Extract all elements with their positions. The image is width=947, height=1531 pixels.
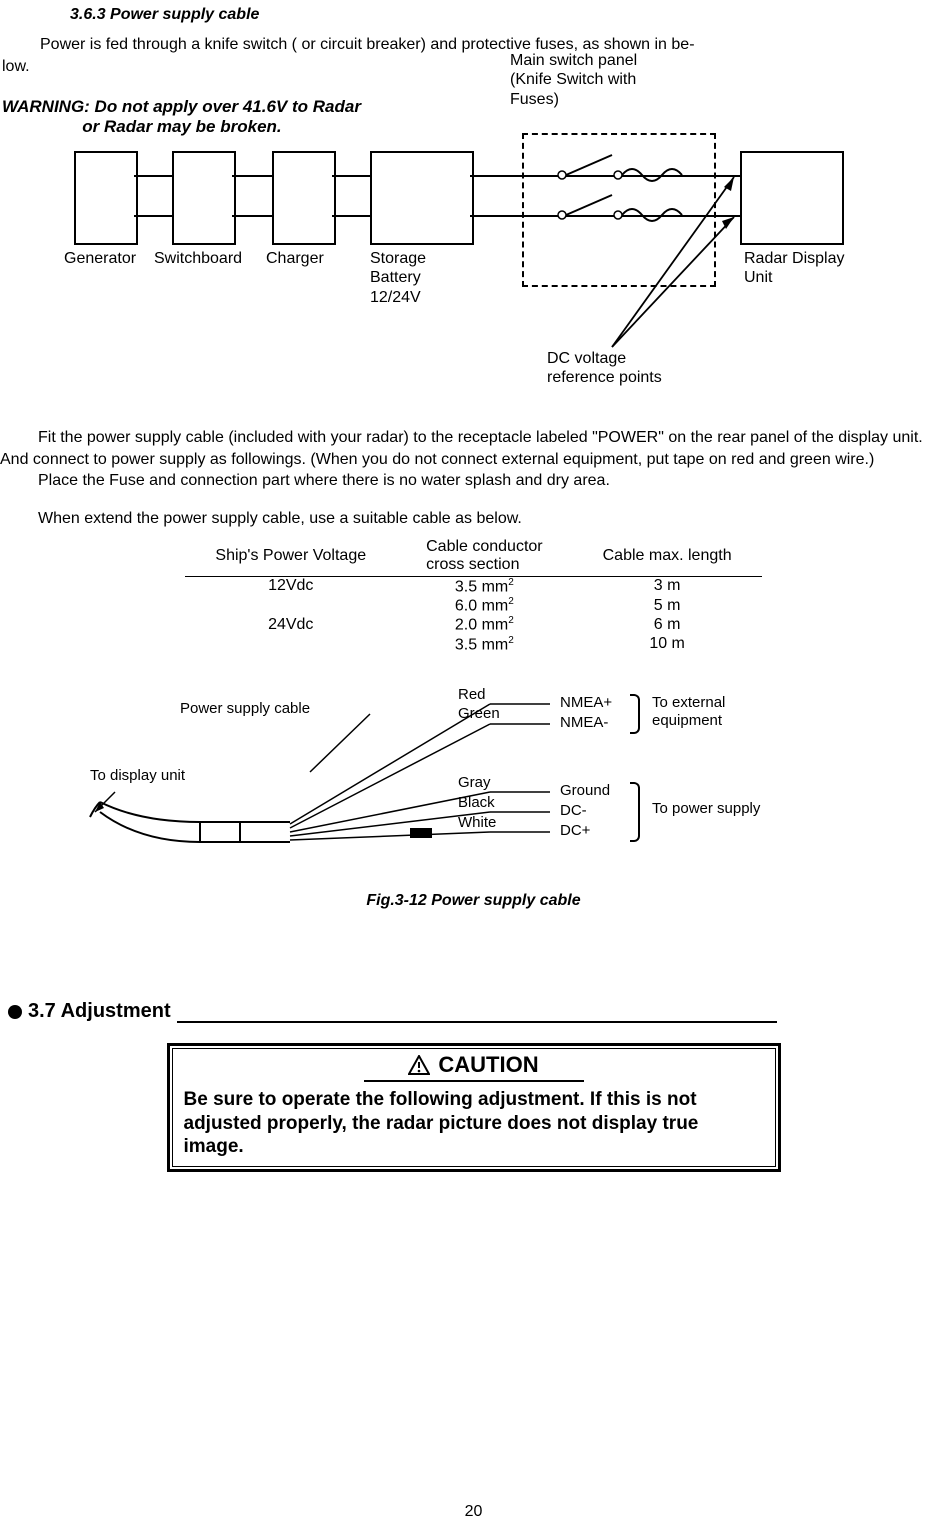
figure-caption: Fig.3-12 Power supply cable [0, 892, 947, 910]
label-black: Black [458, 794, 495, 812]
section-3-7-heading: 3.7 Adjustment [8, 1000, 947, 1023]
brace-top [630, 694, 640, 734]
label-charger: Charger [266, 249, 324, 268]
table-row: 12Vdc3.5 mm23 m [185, 576, 761, 596]
label-green: Green [458, 705, 500, 723]
warning-triangle-icon [408, 1055, 430, 1075]
section-heading: 3.6.3 Power supply cable [70, 6, 947, 24]
label-switchboard: Switchboard [154, 249, 242, 268]
warning-line1: WARNING: Do not apply over 41.6V to Rada… [2, 97, 947, 117]
th-cross-section: Cable conductor cross section [396, 538, 573, 577]
box-charger [272, 151, 336, 245]
label-gray: Gray [458, 774, 491, 792]
label-main-switch: Main switch panel (Knife Switch with Fus… [510, 51, 637, 109]
para-extend: When extend the power supply cable, use … [0, 508, 947, 530]
bullet-icon [8, 1005, 22, 1019]
caution-body: Be sure to operate the following adjustm… [184, 1088, 764, 1159]
cable-table: Ship's Power Voltage Cable conductor cro… [0, 538, 947, 654]
cable-fanout-diagram: Power supply cable To display unit Red G… [60, 672, 887, 882]
label-power-cable: Power supply cable [180, 700, 310, 718]
label-white: White [458, 814, 496, 832]
caution-box: CAUTION Be sure to operate the following… [167, 1043, 781, 1172]
label-to-display: To display unit [90, 767, 185, 785]
label-to-power: To power supply [652, 800, 760, 818]
label-dc-plus: DC+ [560, 822, 590, 840]
page-number: 20 [0, 1503, 947, 1521]
table-row: 24Vdc2.0 mm26 m [185, 615, 761, 634]
brace-bottom [630, 782, 640, 842]
th-max-length: Cable max. length [573, 538, 762, 577]
table-row: 6.0 mm25 m [185, 596, 761, 615]
label-generator: Generator [64, 249, 136, 268]
dc-ref-arrows-icon [542, 167, 822, 367]
power-chain-diagram: Generator Switchboard Charger Storage Ba… [2, 137, 939, 477]
label-dc-minus: DC- [560, 802, 587, 820]
box-switchboard [172, 151, 236, 245]
label-to-external: To external equipment [652, 694, 725, 730]
label-ground: Ground [560, 782, 610, 800]
box-storage [370, 151, 474, 245]
warning-line2: or Radar may be broken. [2, 117, 947, 137]
caution-header: CAUTION [364, 1052, 584, 1082]
label-storage: Storage Battery 12/24V [370, 249, 426, 307]
label-nmea-minus: NMEA- [560, 714, 608, 732]
intro-paragraph: Power is fed through a knife switch ( or… [2, 34, 947, 77]
table-row: 3.5 mm210 m [185, 635, 761, 654]
box-generator [74, 151, 138, 245]
page: 3.6.3 Power supply cable Power is fed th… [0, 6, 947, 1531]
label-red: Red [458, 686, 486, 704]
label-nmea-plus: NMEA+ [560, 694, 612, 712]
th-voltage: Ship's Power Voltage [185, 538, 396, 577]
label-dc-ref: DC voltage reference points [547, 349, 662, 387]
